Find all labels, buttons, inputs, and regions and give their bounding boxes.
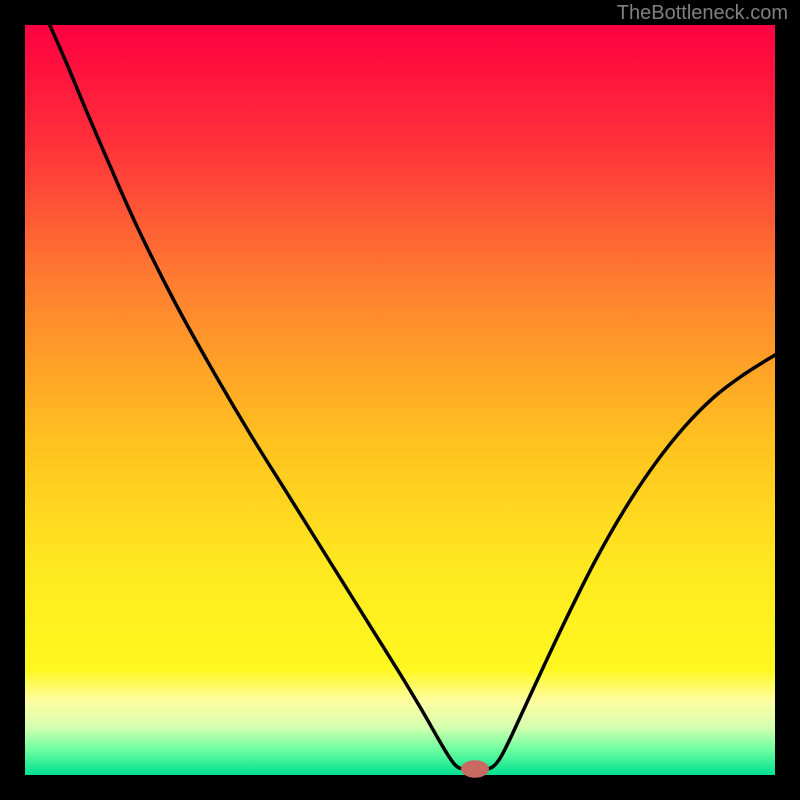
chart-background <box>25 25 775 775</box>
bottleneck-chart <box>0 0 800 800</box>
optimum-marker <box>462 761 489 778</box>
watermark-text: TheBottleneck.com <box>617 2 788 25</box>
